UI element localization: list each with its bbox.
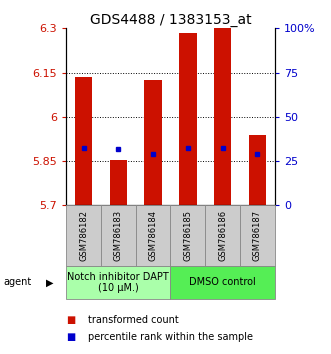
Title: GDS4488 / 1383153_at: GDS4488 / 1383153_at [90, 13, 251, 27]
Bar [205, 205, 240, 266]
Bar [66, 205, 101, 266]
Text: GSM786182: GSM786182 [79, 210, 88, 261]
Bar [240, 205, 275, 266]
Bar [179, 33, 197, 205]
Text: GSM786183: GSM786183 [114, 210, 123, 261]
Bar [110, 160, 127, 205]
Text: agent: agent [3, 277, 31, 287]
Text: ■: ■ [66, 332, 75, 342]
Text: GSM786186: GSM786186 [218, 210, 227, 261]
Bar [75, 77, 92, 205]
Bar [144, 80, 162, 205]
Text: percentile rank within the sample: percentile rank within the sample [88, 332, 253, 342]
Bar [249, 135, 266, 205]
Text: ■: ■ [66, 315, 75, 325]
Text: transformed count: transformed count [88, 315, 178, 325]
Text: GSM786187: GSM786187 [253, 210, 262, 261]
Bar [214, 28, 231, 205]
Text: ▶: ▶ [46, 277, 54, 287]
Text: GSM786185: GSM786185 [183, 210, 192, 261]
Text: GSM786184: GSM786184 [149, 210, 158, 261]
Bar [170, 266, 275, 299]
Text: DMSO control: DMSO control [189, 277, 256, 287]
Bar [136, 205, 170, 266]
Bar [170, 205, 205, 266]
Bar [101, 205, 136, 266]
Bar [66, 266, 170, 299]
Text: Notch inhibitor DAPT
(10 μM.): Notch inhibitor DAPT (10 μM.) [68, 272, 169, 293]
